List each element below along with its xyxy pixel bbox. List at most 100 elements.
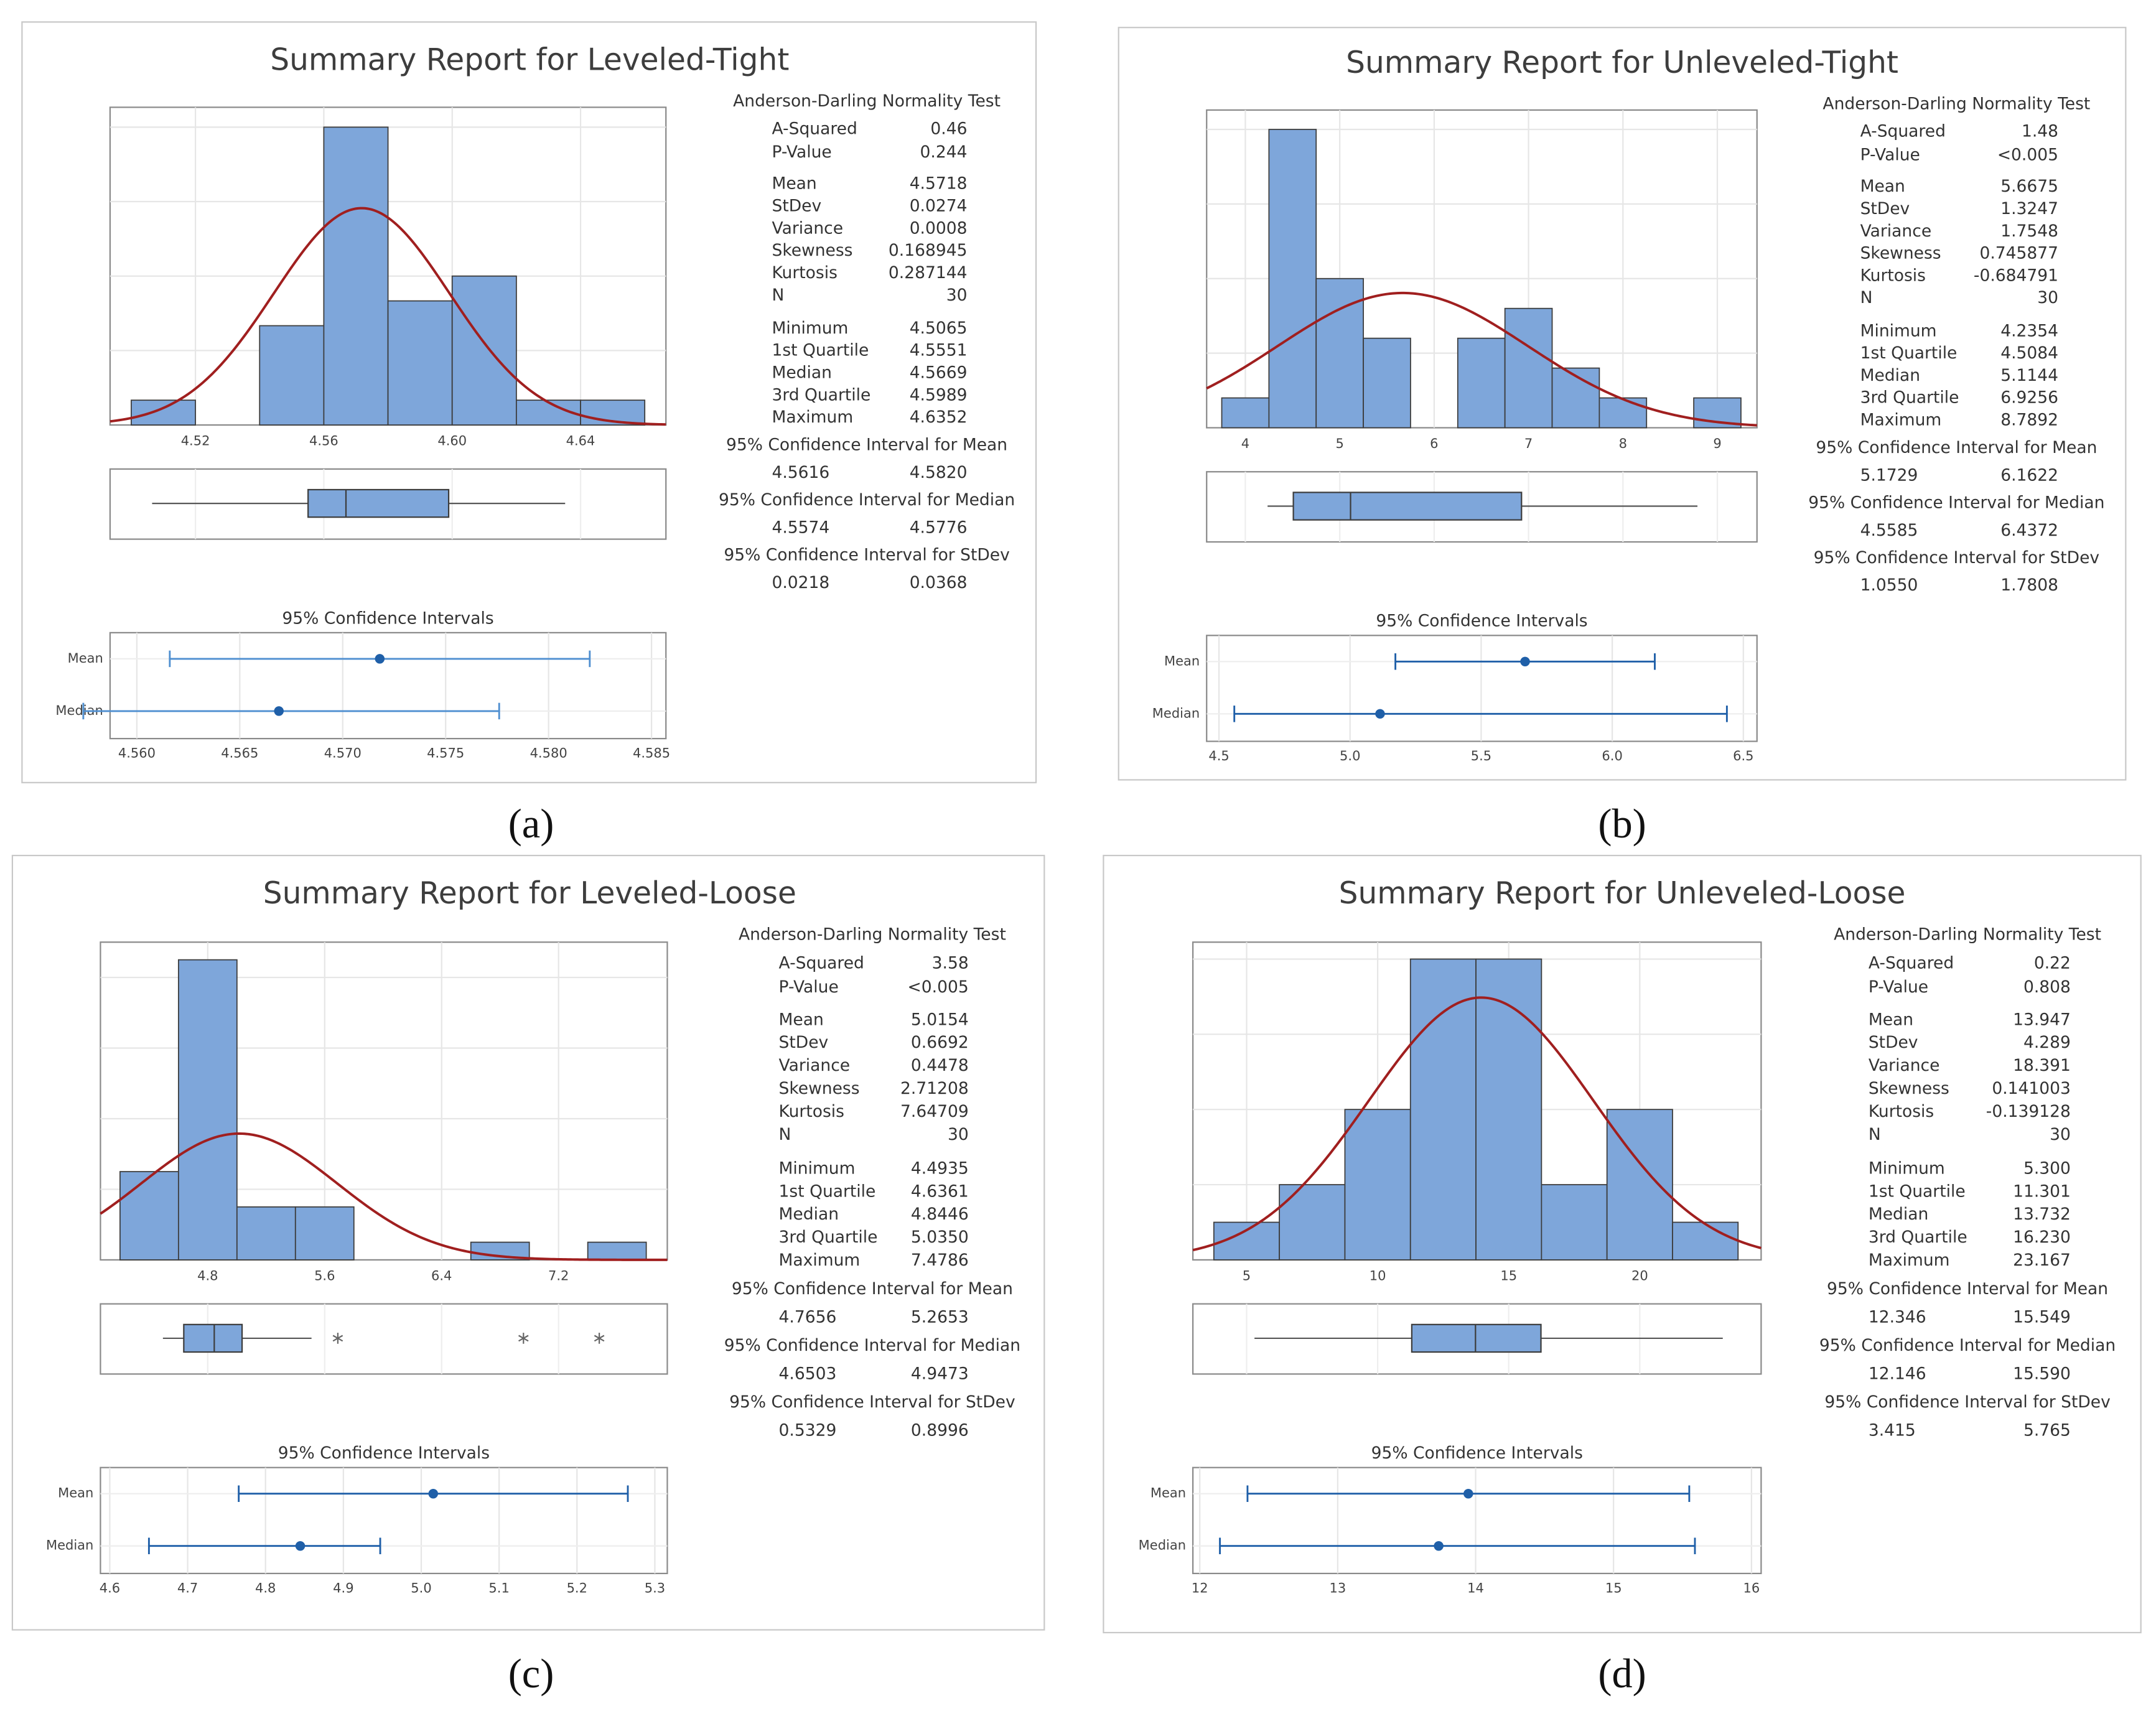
ci-category: Median [1139, 1538, 1186, 1553]
stat-name: Variance [772, 218, 844, 238]
interval-low: 0.0218 [772, 573, 830, 592]
stat-value: 0.46 [930, 119, 967, 138]
stat-value: 13.947 [2013, 1010, 2071, 1029]
interval-high: 6.4372 [2000, 521, 2058, 540]
stat-value: 4.5718 [910, 174, 968, 193]
stat-value: 3.58 [932, 953, 969, 972]
ci-category: Mean [1150, 1486, 1186, 1501]
interval-title: 95% Confidence Interval for Median [1819, 1336, 2116, 1355]
stat-name: 3rd Quartile [779, 1228, 878, 1247]
stats-heading: Anderson-Darling Normality Test [1834, 925, 2101, 944]
ci-point [1463, 1488, 1473, 1499]
stat-value: 0.808 [2023, 977, 2071, 997]
stat-name: Kurtosis [1869, 1102, 1934, 1121]
stat-value: 0.0008 [910, 218, 968, 238]
stat-name: Median [772, 363, 832, 382]
stat-value: 23.167 [2013, 1251, 2071, 1270]
stat-value: 4.8446 [911, 1205, 969, 1224]
outlier [594, 1333, 605, 1344]
stat-value: 1.7548 [2000, 221, 2058, 241]
stat-value: -0.684791 [1974, 266, 2058, 285]
stat-name: 3rd Quartile [1860, 388, 1959, 408]
stat-name: A-Squared [772, 119, 857, 138]
stats-heading: Anderson-Darling Normality Test [733, 91, 1001, 111]
interval-low: 4.5616 [772, 463, 830, 482]
interval-high: 5.765 [2023, 1421, 2071, 1440]
histogram-bar [1541, 1184, 1608, 1261]
interval-high: 4.9473 [911, 1364, 969, 1384]
x-tick-label: 5.0 [1340, 748, 1360, 763]
ci-category: Median [46, 1538, 93, 1553]
stat-name: Minimum [779, 1159, 856, 1178]
x-tick-label: 7.2 [548, 1268, 569, 1283]
stat-name: Minimum [772, 319, 849, 338]
x-tick-label: 4.565 [221, 745, 258, 760]
stat-name: Median [779, 1205, 839, 1224]
stat-name: 3rd Quartile [1869, 1228, 1967, 1247]
stat-value: 0.168945 [889, 241, 968, 260]
x-tick-label: 4.64 [566, 434, 595, 449]
ci-title: 95% Confidence Intervals [1371, 1443, 1583, 1463]
x-tick-label: 5.1 [488, 1580, 509, 1595]
histogram-bar [1672, 1221, 1739, 1261]
normal-curve [100, 1132, 668, 1261]
x-tick-label: 20 [1631, 1268, 1648, 1283]
ci-category: Mean [1164, 653, 1200, 668]
ci-point [1520, 656, 1530, 667]
x-tick-label: 4.52 [181, 434, 210, 449]
interval-high: 0.8996 [911, 1421, 969, 1440]
ci-title: 95% Confidence Intervals [1376, 612, 1587, 631]
interval-high: 1.7808 [2000, 576, 2058, 595]
x-tick-label: 4.7 [177, 1580, 198, 1595]
x-tick-label: 13 [1330, 1580, 1346, 1595]
interval-title: 95% Confidence Interval for Mean [732, 1279, 1013, 1298]
stat-value: 0.6692 [911, 1033, 969, 1052]
stat-value: 4.5989 [910, 385, 968, 404]
interval-low: 5.1729 [1860, 465, 1918, 485]
interval-high: 0.0368 [910, 573, 968, 592]
caption: (a) [508, 801, 554, 847]
stat-name: Minimum [1860, 321, 1937, 340]
interval-title: 95% Confidence Interval for Mean [1816, 438, 2097, 457]
stat-name: Kurtosis [779, 1102, 844, 1121]
interval-title: 95% Confidence Interval for StDev [1824, 1392, 2110, 1412]
histogram-bar [294, 1206, 355, 1261]
stat-value: 0.0274 [910, 197, 968, 216]
ci-category: Median [1152, 706, 1200, 720]
histogram-bar [1457, 337, 1506, 429]
histogram-bar [236, 1206, 296, 1261]
x-tick-label: 4.575 [427, 745, 464, 760]
stat-value: 1.48 [2022, 122, 2058, 141]
stat-name: Skewness [1860, 244, 1941, 263]
stat-value: 7.4786 [911, 1251, 969, 1270]
ci-frame [100, 1466, 668, 1575]
stat-value: 0.244 [920, 142, 968, 162]
histogram-bar [1221, 397, 1270, 429]
caption: (c) [508, 1651, 554, 1697]
histogram-bar [1409, 958, 1477, 1261]
stat-value: 4.4935 [911, 1159, 969, 1178]
x-tick-label: 6.4 [431, 1268, 452, 1283]
stat-name: Mean [779, 1010, 824, 1029]
x-tick-label: 12 [1192, 1580, 1208, 1595]
stat-name: P-Value [1869, 977, 1928, 997]
interval-title: 95% Confidence Interval for Median [724, 1336, 1020, 1355]
stat-value: 18.391 [2013, 1056, 2071, 1075]
x-tick-label: 15 [1500, 1268, 1517, 1283]
x-tick-label: 5.3 [645, 1580, 665, 1595]
stat-value: 5.300 [2023, 1159, 2071, 1178]
stat-name: 1st Quartile [772, 341, 869, 360]
interval-high: 6.1622 [2000, 465, 2058, 485]
stat-name: N [1860, 288, 1873, 307]
outlier-stroke [518, 1335, 529, 1342]
stat-name: A-Squared [779, 953, 864, 972]
x-tick-label: 15 [1605, 1580, 1622, 1595]
x-tick-label: 7 [1524, 436, 1533, 451]
interval-high: 4.5776 [910, 518, 968, 537]
interval-low: 4.5585 [1860, 521, 1918, 540]
x-tick-label: 9 [1713, 436, 1721, 451]
stat-value: 6.9256 [2000, 388, 2058, 408]
interval-low: 12.346 [1869, 1307, 1926, 1326]
